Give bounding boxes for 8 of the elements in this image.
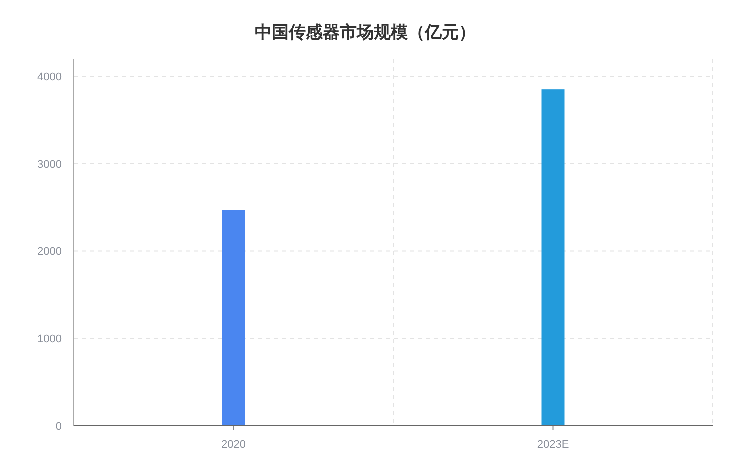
x-tick-label: 2020 [222, 439, 246, 451]
y-tick-label: 3000 [38, 158, 62, 171]
chart-title: 中国传感器市场规模（亿元） [255, 23, 476, 42]
y-tick-label: 2000 [38, 246, 62, 258]
x-tick-label: 2023E [537, 439, 570, 451]
y-tick-label: 0 [56, 421, 62, 433]
y-tick-label: 1000 [38, 334, 62, 346]
y-tick-label: 4000 [38, 71, 62, 84]
